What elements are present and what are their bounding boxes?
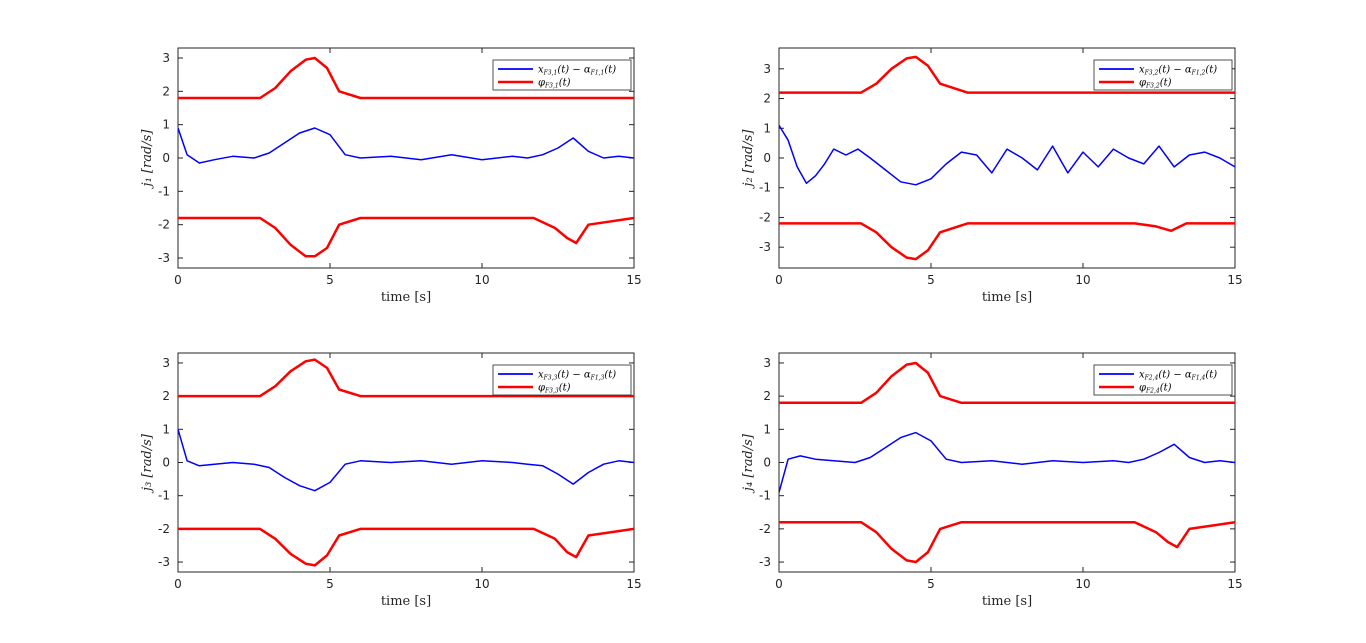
x-tick-label: 15	[1227, 577, 1242, 591]
y-tick-label: -3	[759, 240, 771, 254]
y-tick-label: -2	[158, 522, 170, 536]
x-tick-label: 10	[474, 577, 489, 591]
x-axis-label: time [s]	[982, 290, 1032, 305]
x-axis-label: time [s]	[381, 290, 431, 305]
x-tick-label: 10	[1075, 273, 1090, 287]
legend-entry: φF2,4(t)	[1139, 383, 1172, 395]
y-tick-label: 1	[162, 118, 170, 132]
y-tick-label: -3	[158, 251, 170, 265]
y-tick-label: 0	[162, 456, 170, 470]
y-tick-label: -1	[158, 184, 170, 198]
series-line-1	[178, 127, 634, 164]
legend-entry: φF3,1(t)	[538, 78, 571, 90]
x-tick-label: 5	[326, 577, 334, 591]
y-axis-label: j₄ [rad/s]	[741, 433, 756, 494]
chart-panel-1: 0 5 10 15 -3 -2 -1 0 1 2 3 time [s] j₁ [rad/s] xF3,1(…	[140, 47, 642, 305]
y-axis-label: j₁ [rad/s]	[140, 129, 155, 190]
series-line-3	[178, 216, 634, 258]
y-axis-label: j₂ [rad/s]	[741, 129, 756, 190]
x-tick-label: 15	[626, 273, 641, 287]
legend: xF3,1(t) − αF1,1(t)φF3,1(t)	[492, 59, 632, 91]
x-tick-label: 10	[474, 273, 489, 287]
series-line-3	[178, 527, 634, 567]
x-tick-label: 15	[626, 577, 641, 591]
x-tick-label: 10	[1075, 577, 1090, 591]
legend: xF2,4(t) − αF1,4(t)φF2,4(t)	[1093, 364, 1233, 396]
series-line-2	[178, 358, 634, 398]
legend-entry: xF3,1(t) − αF1,1(t)	[538, 65, 616, 77]
y-tick-label: -3	[158, 555, 170, 569]
series-line-3	[779, 222, 1235, 261]
legend-box	[492, 364, 632, 396]
legend-box	[492, 59, 632, 91]
chart-panel-2: 0 5 10 15 -3 -2 -1 0 1 2 3 time [s] j₂ [rad/s] xF3,2(…	[741, 47, 1243, 305]
legend-entry: φF3,2(t)	[1139, 78, 1172, 90]
x-tick-label: 5	[326, 273, 334, 287]
y-tick-label: 0	[763, 456, 771, 470]
series-line-2	[779, 55, 1235, 94]
x-tick-label: 0	[775, 577, 783, 591]
y-tick-label: -1	[158, 489, 170, 503]
series-line-1	[779, 124, 1235, 186]
legend-entry: φF3,3(t)	[538, 383, 571, 395]
y-tick-label: -2	[759, 522, 771, 536]
y-tick-label: 3	[162, 51, 170, 65]
y-tick-label: 3	[763, 356, 771, 370]
y-tick-label: 2	[162, 389, 170, 403]
legend: xF3,2(t) − αF1,2(t)φF3,2(t)	[1093, 59, 1233, 91]
x-tick-label: 0	[174, 273, 182, 287]
legend-entry: xF3,3(t) − αF1,3(t)	[538, 370, 616, 382]
y-tick-label: 2	[763, 92, 771, 106]
legend-entry: xF2,4(t) − αF1,4(t)	[1139, 370, 1217, 382]
series-line-2	[779, 361, 1235, 405]
y-tick-label: 1	[763, 422, 771, 436]
y-tick-label: -1	[759, 181, 771, 195]
x-tick-label: 0	[775, 273, 783, 287]
y-tick-label: -2	[158, 218, 170, 232]
series-line-2	[178, 56, 634, 100]
y-tick-label: 3	[162, 356, 170, 370]
x-tick-label: 5	[927, 273, 935, 287]
legend-entry: xF3,2(t) − αF1,2(t)	[1139, 65, 1217, 77]
y-tick-label: 3	[763, 62, 771, 76]
y-tick-label: 2	[162, 84, 170, 98]
y-tick-label: 1	[763, 121, 771, 135]
x-axis-label: time [s]	[982, 594, 1032, 609]
chart-panel-3: 0 5 10 15 -3 -2 -1 0 1 2 3 time [s] j₃ [rad/s] xF3,3(…	[140, 352, 642, 609]
legend: xF3,3(t) − αF1,3(t)φF3,3(t)	[492, 364, 632, 396]
y-tick-label: 2	[763, 389, 771, 403]
series-line-1	[779, 431, 1235, 493]
y-tick-label: -2	[759, 210, 771, 224]
y-axis-label: j₃ [rad/s]	[140, 433, 155, 494]
x-tick-label: 5	[927, 577, 935, 591]
series-line-3	[779, 520, 1235, 564]
y-tick-label: 0	[162, 151, 170, 165]
y-tick-label: -3	[759, 555, 771, 569]
chart-panel-4: 0 5 10 15 -3 -2 -1 0 1 2 3 time [s] j₄ [rad/s] xF2,4(…	[741, 352, 1243, 609]
x-tick-label: 0	[174, 577, 182, 591]
legend-box	[1093, 59, 1233, 91]
y-tick-label: -1	[759, 489, 771, 503]
x-axis-label: time [s]	[381, 594, 431, 609]
legend-box	[1093, 364, 1233, 396]
y-tick-label: 0	[763, 151, 771, 165]
series-line-1	[178, 429, 634, 492]
y-tick-label: 1	[162, 422, 170, 436]
x-tick-label: 15	[1227, 273, 1242, 287]
